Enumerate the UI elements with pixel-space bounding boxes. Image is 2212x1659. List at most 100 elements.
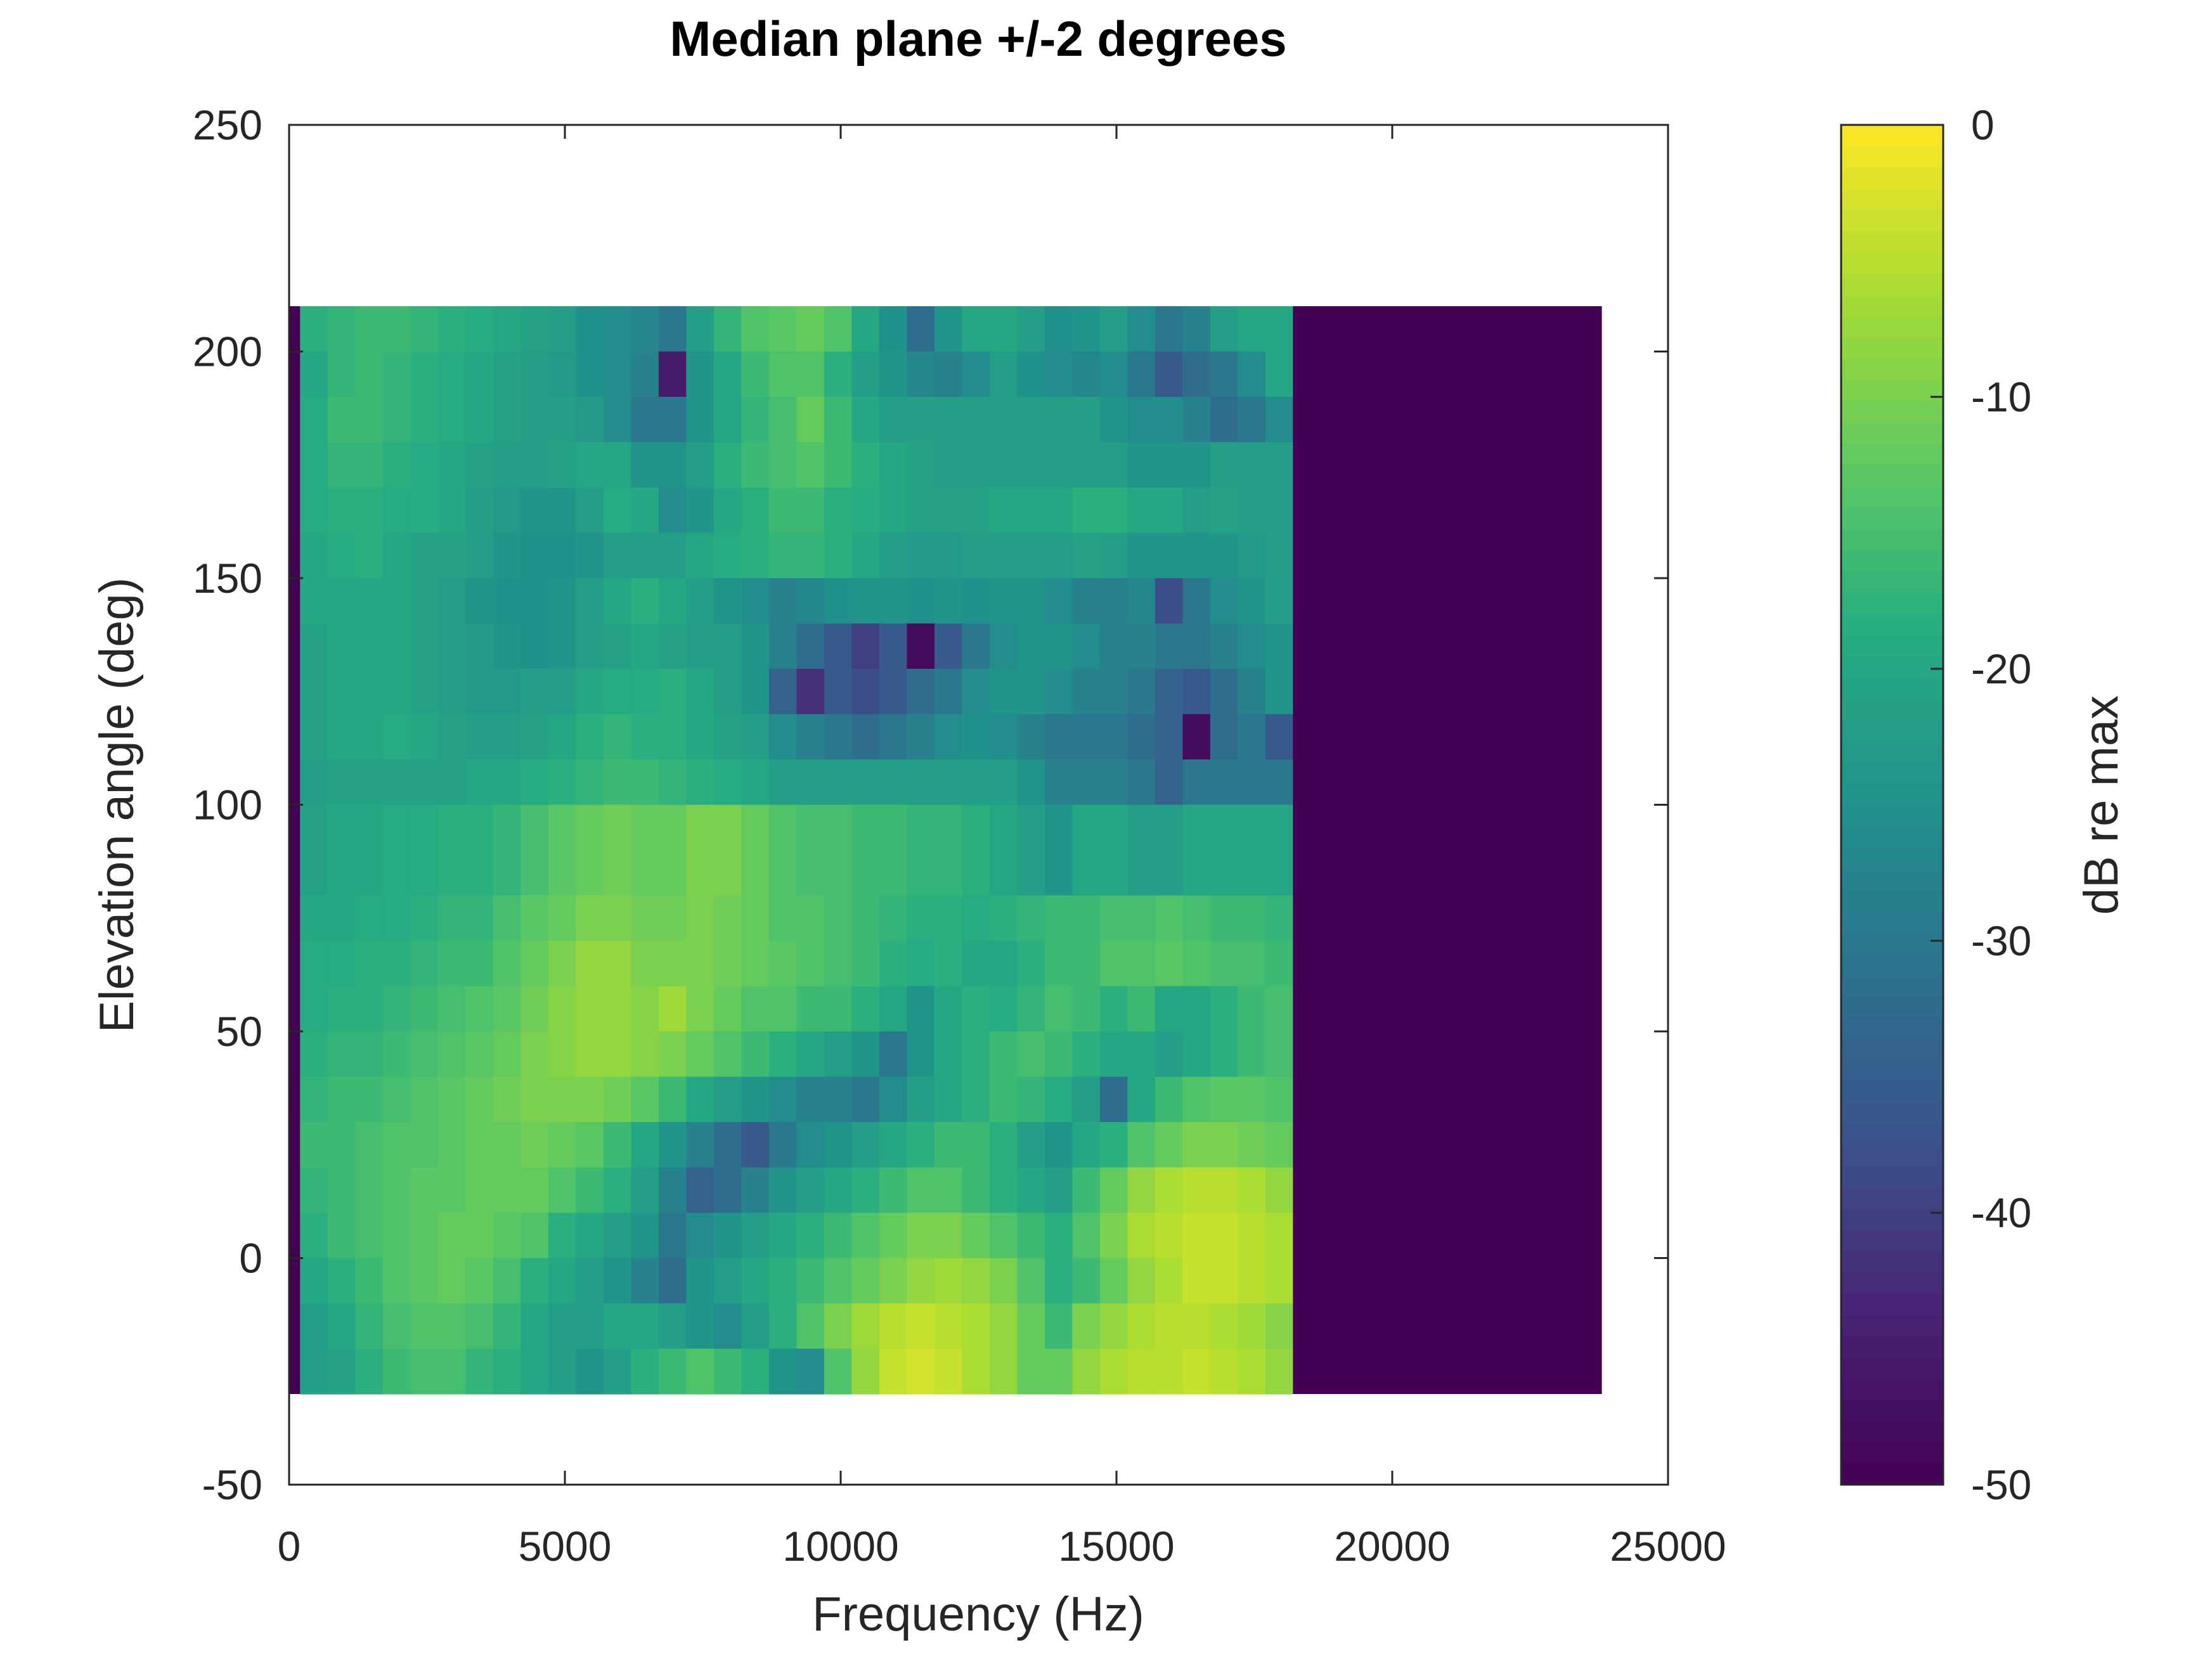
colorbar-segment xyxy=(1841,613,1943,635)
colorbar-segment xyxy=(1841,677,1943,699)
heatmap-cell xyxy=(1210,1213,1238,1259)
heatmap-cell xyxy=(410,1031,439,1078)
heatmap-cell xyxy=(1265,986,1293,1032)
heatmap-cell xyxy=(962,1076,990,1123)
colorbar-segment xyxy=(1841,337,1943,359)
colorbar-segment xyxy=(1841,443,1943,465)
heatmap-cell xyxy=(1072,669,1101,715)
heatmap-cell xyxy=(1127,759,1156,806)
colorbar-segment xyxy=(1841,1166,1943,1188)
heatmap-cell xyxy=(824,623,852,669)
heatmap-cell xyxy=(768,804,797,851)
x-axis-label: Frequency (Hz) xyxy=(812,1587,1144,1641)
heatmap-cell xyxy=(410,714,439,760)
heatmap-cell xyxy=(658,1122,687,1168)
heatmap-cell xyxy=(603,623,631,669)
heatmap-cell xyxy=(1210,850,1238,896)
heatmap-cell xyxy=(1044,1213,1073,1259)
heatmap-cell xyxy=(1127,1122,1156,1168)
colorbar-frame xyxy=(1840,124,1944,1486)
heatmap-cell xyxy=(879,1031,907,1078)
heatmap-cell xyxy=(1044,895,1073,941)
heatmap-cell xyxy=(1127,351,1156,397)
heatmap-cell xyxy=(1017,804,1045,851)
heatmap-cell xyxy=(603,759,631,806)
heatmap-cell xyxy=(713,1031,742,1078)
heatmap-cell xyxy=(658,1031,687,1078)
heatmap-cell xyxy=(686,487,715,534)
y-tick-label: 100 xyxy=(193,782,262,829)
heatmap-cell xyxy=(465,533,494,579)
heatmap-cell xyxy=(741,397,770,443)
heatmap-cell xyxy=(686,533,715,579)
heatmap-cell xyxy=(824,533,852,579)
heatmap-cell xyxy=(741,1303,770,1350)
heatmap-cell xyxy=(300,986,328,1032)
heatmap-cell xyxy=(631,1213,659,1259)
heatmap-cell xyxy=(1099,487,1128,534)
heatmap-cell xyxy=(879,623,907,669)
heatmap-cell xyxy=(327,351,356,397)
heatmap-cell xyxy=(382,759,411,806)
heatmap-cell xyxy=(1210,533,1238,579)
heatmap-cell xyxy=(1155,1076,1183,1123)
heatmap-cell xyxy=(1017,1213,1045,1259)
heatmap-cell xyxy=(437,804,466,851)
heatmap-cell xyxy=(796,1167,825,1213)
heatmap-cell xyxy=(1127,442,1156,488)
heatmap-cell xyxy=(1210,1258,1238,1304)
heatmap-cell xyxy=(851,986,880,1032)
heatmap-cell xyxy=(962,1167,990,1213)
heatmap-cell xyxy=(576,850,604,896)
heatmap-cell xyxy=(796,895,825,941)
heatmap-cell xyxy=(934,1303,962,1350)
heatmap-cell xyxy=(327,714,356,760)
heatmap-cell xyxy=(1099,941,1128,987)
heatmap-cell xyxy=(1017,1031,1045,1078)
heatmap-cell xyxy=(521,533,549,579)
heatmap-cell xyxy=(1099,669,1128,715)
heatmap-cell xyxy=(631,1122,659,1168)
heatmap-cell xyxy=(1238,397,1266,443)
heatmap-cell xyxy=(962,669,990,715)
heatmap-cell xyxy=(1265,533,1293,579)
heatmap-cell xyxy=(1072,1122,1101,1168)
heatmap-cell xyxy=(300,895,328,941)
heatmap-cell xyxy=(1155,397,1183,443)
heatmap-cell xyxy=(576,306,604,352)
heatmap-cell xyxy=(382,1031,411,1078)
heatmap-cell xyxy=(1265,941,1293,987)
heatmap-cell xyxy=(603,850,631,896)
heatmap-cell xyxy=(1017,306,1045,352)
heatmap-cell xyxy=(1017,533,1045,579)
heatmap-cell xyxy=(934,623,962,669)
heatmap-cell xyxy=(437,669,466,715)
heatmap-cell xyxy=(713,1348,742,1395)
heatmap-cell xyxy=(713,351,742,397)
heatmap-cell xyxy=(713,1122,742,1168)
heatmap-cell xyxy=(410,1303,439,1350)
heatmap-cell xyxy=(327,533,356,579)
heatmap-cell xyxy=(768,1213,797,1259)
heatmap-cell xyxy=(879,759,907,806)
heatmap-cell xyxy=(686,578,715,624)
heatmap-cell xyxy=(437,397,466,443)
heatmap-cell xyxy=(1182,1213,1211,1259)
heatmap-cell xyxy=(465,1076,494,1123)
y-tick-label: -50 xyxy=(202,1461,262,1508)
heatmap-cell xyxy=(437,533,466,579)
heatmap-cell xyxy=(768,941,797,987)
heatmap-cell xyxy=(962,1348,990,1395)
heatmap-cell xyxy=(934,306,962,352)
heatmap-cell xyxy=(327,895,356,941)
heatmap-cell xyxy=(576,1303,604,1350)
heatmap-cell xyxy=(686,442,715,488)
heatmap-cell xyxy=(713,1213,742,1259)
heatmap-cell xyxy=(631,306,659,352)
heatmap-cell xyxy=(1072,986,1101,1032)
heatmap-cell xyxy=(548,850,576,896)
heatmap-cell xyxy=(658,306,687,352)
heatmap-cell xyxy=(576,623,604,669)
heatmap-cell xyxy=(962,714,990,760)
heatmap-cell xyxy=(382,1076,411,1123)
